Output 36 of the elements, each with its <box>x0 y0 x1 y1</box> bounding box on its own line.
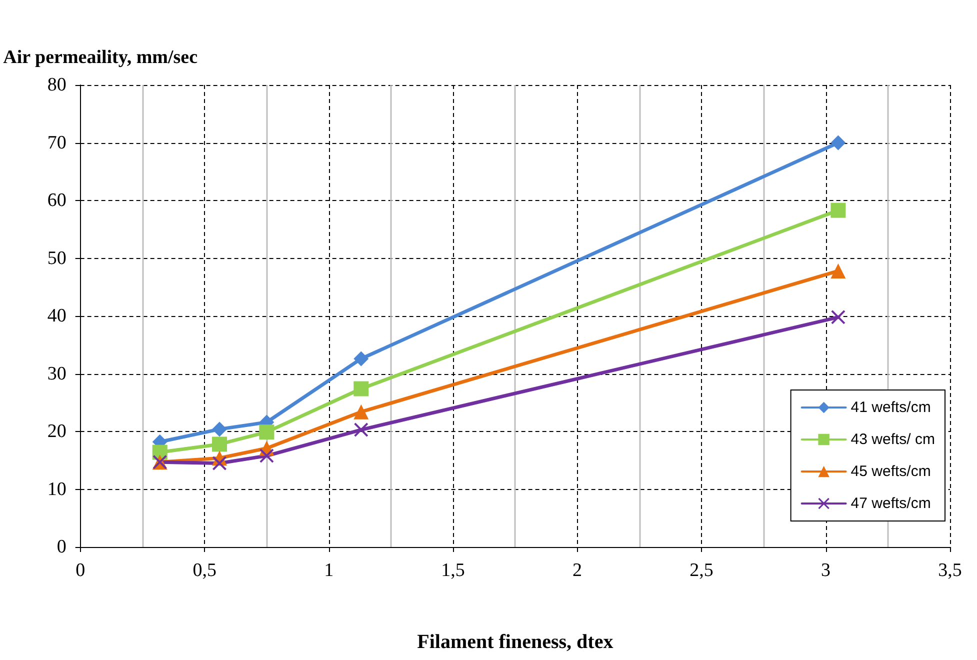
legend-label: 43 wefts/ cm <box>850 431 936 448</box>
y-tick-label: 80 <box>47 74 66 96</box>
point <box>212 436 227 452</box>
point <box>831 310 846 324</box>
x-tick-label: 3 <box>821 560 831 581</box>
point <box>212 422 227 437</box>
point <box>830 263 846 278</box>
y-tick-label: 30 <box>47 363 66 384</box>
x-tick-label: 0,5 <box>192 560 216 581</box>
point <box>354 381 369 396</box>
y-tick-label: 70 <box>47 132 66 154</box>
y-axis-title: Air permeaility, mm/sec <box>3 47 198 68</box>
x-tick-label: 0 <box>76 560 86 581</box>
point <box>354 351 369 366</box>
point <box>830 202 846 218</box>
y-tick-label: 60 <box>47 190 66 211</box>
x-tick-label: 3,5 <box>938 560 962 581</box>
x-tick-label: 2 <box>572 560 582 581</box>
point <box>354 404 369 420</box>
y-tick-label: 20 <box>47 421 66 442</box>
point <box>260 448 274 463</box>
legend-label: 45 wefts/cm <box>850 463 931 480</box>
point <box>259 424 274 440</box>
y-tick-label: 50 <box>47 248 66 269</box>
point <box>212 456 226 470</box>
x-tick-label: 1,5 <box>441 560 465 581</box>
x-axis-title: Filament fineness, dtex <box>417 631 614 653</box>
legend-label: 41 wefts/cm <box>850 399 931 416</box>
y-tick-label: 10 <box>47 478 66 500</box>
point <box>830 135 846 150</box>
x-tick-label: 1 <box>324 560 334 581</box>
point <box>354 422 368 437</box>
y-tick-label: 40 <box>47 306 66 326</box>
x-tick-label: 2,5 <box>690 560 714 581</box>
legend-label: 47 wefts/cm <box>850 495 931 512</box>
y-tick-label: 0 <box>56 536 66 558</box>
